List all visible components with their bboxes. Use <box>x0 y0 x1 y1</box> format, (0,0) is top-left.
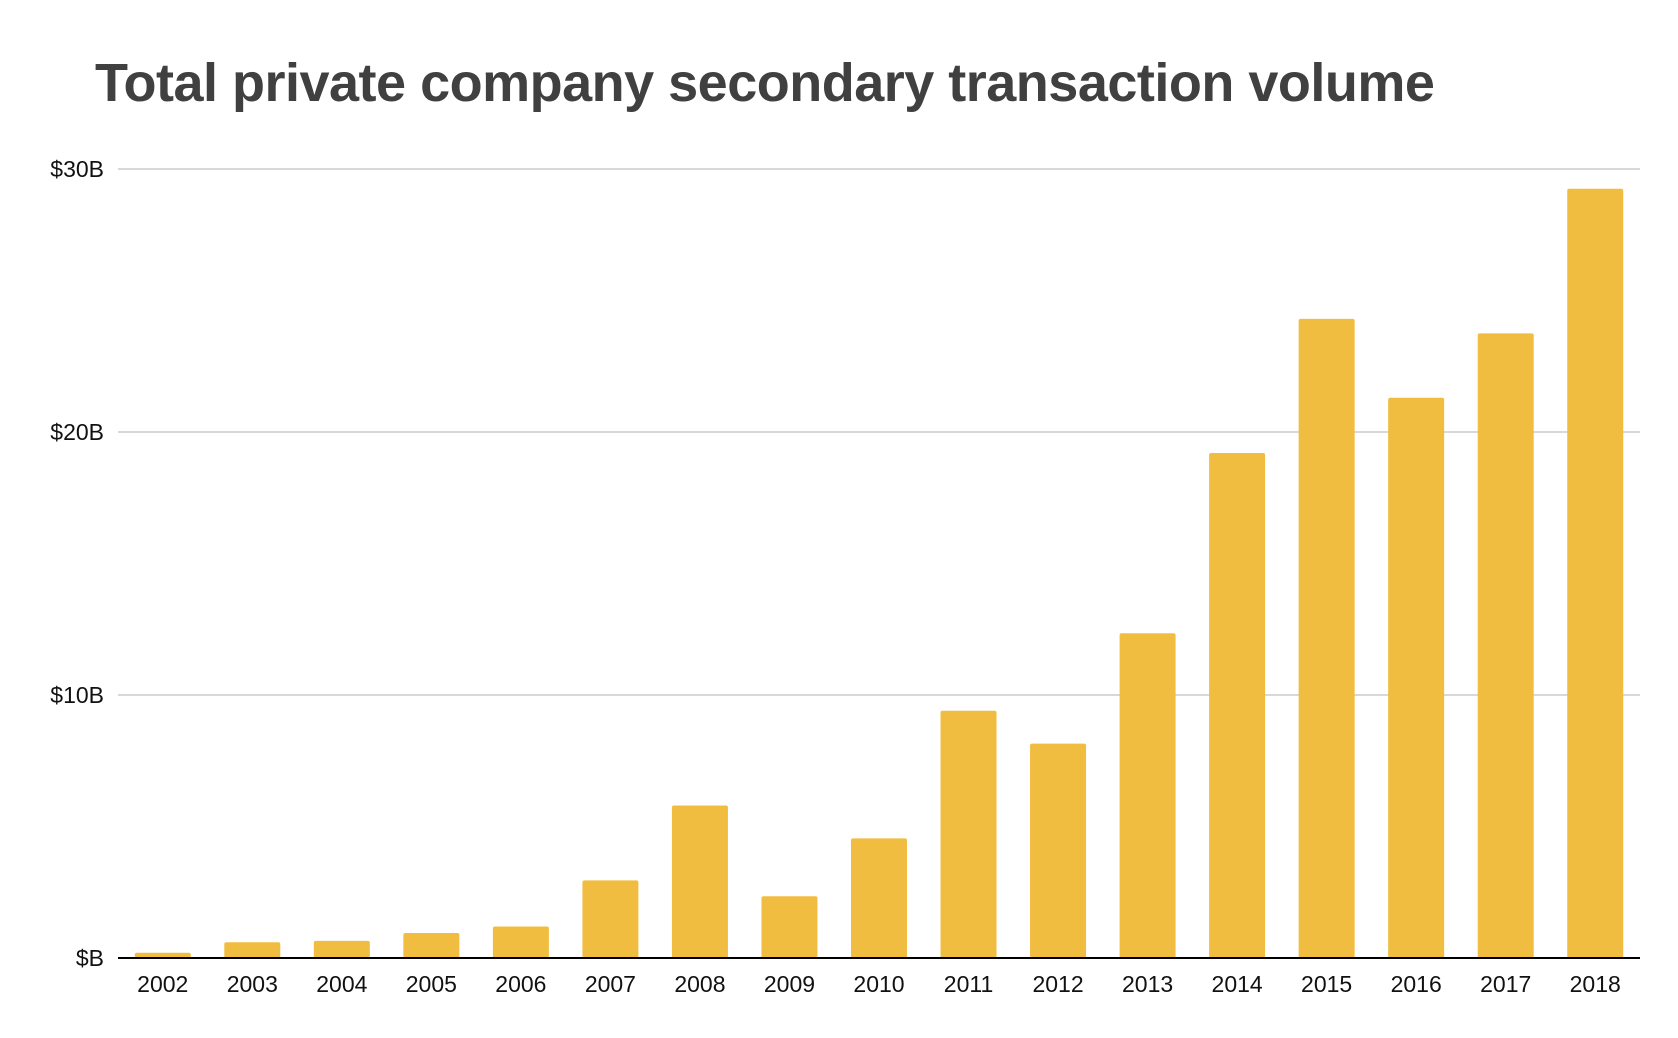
x-tick-label: 2017 <box>1480 971 1531 997</box>
bar-2017 <box>1477 333 1534 958</box>
x-tick-label: 2005 <box>406 971 457 997</box>
bar-2002 <box>134 952 191 958</box>
bar-2009 <box>761 896 818 958</box>
bar-2012 <box>1030 743 1087 958</box>
bar-2010 <box>851 838 907 958</box>
x-tick-label: 2007 <box>585 971 636 997</box>
x-tick-label: 2014 <box>1212 971 1263 997</box>
bar-2011 <box>940 710 997 958</box>
x-tick-label: 2006 <box>495 971 546 997</box>
y-axis-labels: $B $10B $20B $30B <box>50 156 104 971</box>
bar-2015 <box>1298 318 1355 958</box>
y-tick-label: $20B <box>50 419 104 445</box>
x-tick-label: 2016 <box>1391 971 1442 997</box>
bar-2014 <box>1209 453 1266 958</box>
x-tick-label: 2002 <box>137 971 188 997</box>
x-tick-label: 2011 <box>944 971 993 997</box>
x-tick-label: 2010 <box>853 971 904 997</box>
bar-2006 <box>492 926 549 958</box>
bar-2003 <box>224 942 281 958</box>
bar-2013 <box>1119 633 1176 958</box>
bar-2008 <box>671 805 728 958</box>
gridlines <box>118 168 1640 696</box>
y-tick-label: $30B <box>50 156 104 182</box>
bar-2004 <box>313 940 370 958</box>
bar-2016 <box>1388 397 1445 958</box>
x-tick-label: 2013 <box>1122 971 1173 997</box>
x-tick-label: 2012 <box>1032 971 1083 997</box>
x-tick-label: 2004 <box>316 971 367 997</box>
bar-2018 <box>1567 188 1624 959</box>
y-tick-label: $B <box>76 945 104 971</box>
x-tick-label: 2003 <box>227 971 278 997</box>
bar-2007 <box>582 880 639 958</box>
x-axis-labels: 2002 2003 2004 2005 2006 2007 2008 2009 2010 2011… <box>137 971 1621 997</box>
x-tick-label: 2015 <box>1301 971 1352 997</box>
bars <box>134 188 1624 959</box>
chart-title: Total private company secondary transact… <box>95 53 1435 113</box>
x-tick-label: 2009 <box>764 971 815 997</box>
x-tick-label: 2018 <box>1570 971 1621 997</box>
y-tick-label: $10B <box>50 682 104 708</box>
x-tick-label: 2008 <box>674 971 725 997</box>
bar-2005 <box>403 933 460 958</box>
